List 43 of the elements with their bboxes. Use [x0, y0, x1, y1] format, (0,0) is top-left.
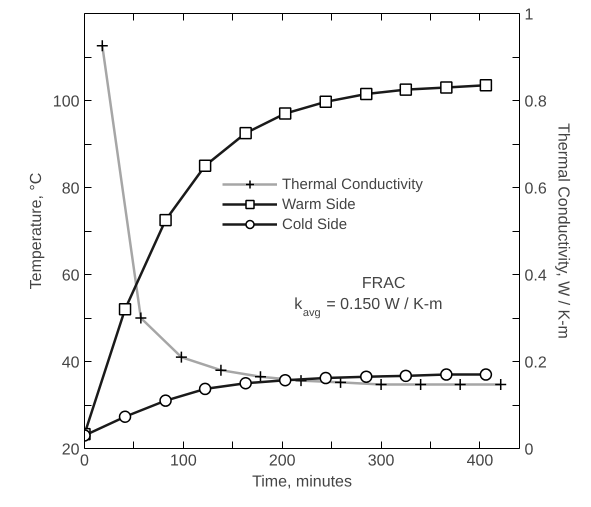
- point: [480, 368, 492, 381]
- point: [400, 370, 412, 382]
- point: [319, 372, 332, 384]
- y2-tick-label: 0.4: [524, 268, 547, 284]
- point: [118, 303, 132, 316]
- point: [480, 79, 492, 92]
- annotation: FRAC: [362, 274, 406, 292]
- y2-tick-label: 1: [524, 6, 534, 24]
- y-tick-label: 60: [62, 268, 80, 284]
- point: [159, 394, 172, 407]
- y-tick-label: 80: [62, 180, 80, 198]
- legend-label: Cold Side: [282, 214, 348, 234]
- legend-label: Thermal Conductivity: [282, 174, 423, 194]
- y-tick-label: 20: [62, 442, 80, 458]
- y2-tick-label: 0.8: [524, 94, 547, 110]
- x-tick-label: 0: [80, 452, 90, 470]
- point: [400, 83, 412, 96]
- x-tick-label: 400: [466, 452, 494, 470]
- point: [440, 81, 453, 94]
- point: [239, 377, 252, 390]
- y2-axis-title: Thermal Conductivity, W / K-m: [554, 123, 572, 339]
- point: [319, 96, 332, 108]
- point: [198, 382, 212, 396]
- y2-tick-label: 0.6: [524, 180, 547, 198]
- y-tick-label: 100: [52, 94, 80, 110]
- x-axis-title: Time, minutes: [252, 474, 352, 490]
- x-tick-label: 200: [268, 452, 296, 470]
- point: [278, 374, 292, 386]
- x-tick-label: 300: [368, 452, 395, 470]
- y-axis-title: Temperature, °C: [28, 172, 45, 290]
- point: [278, 107, 292, 120]
- point: [159, 214, 172, 226]
- y2-tick-label: 0: [524, 442, 534, 458]
- point: [440, 368, 453, 381]
- point: [360, 88, 373, 100]
- point: [198, 160, 212, 172]
- point: [360, 370, 373, 383]
- legend-label: Warm Side: [282, 194, 356, 214]
- y-tick-label: 40: [62, 354, 80, 372]
- y2-tick-label: 0.2: [524, 354, 547, 372]
- point: [239, 126, 252, 140]
- x-tick-label: 100: [170, 452, 197, 470]
- point: [118, 410, 132, 423]
